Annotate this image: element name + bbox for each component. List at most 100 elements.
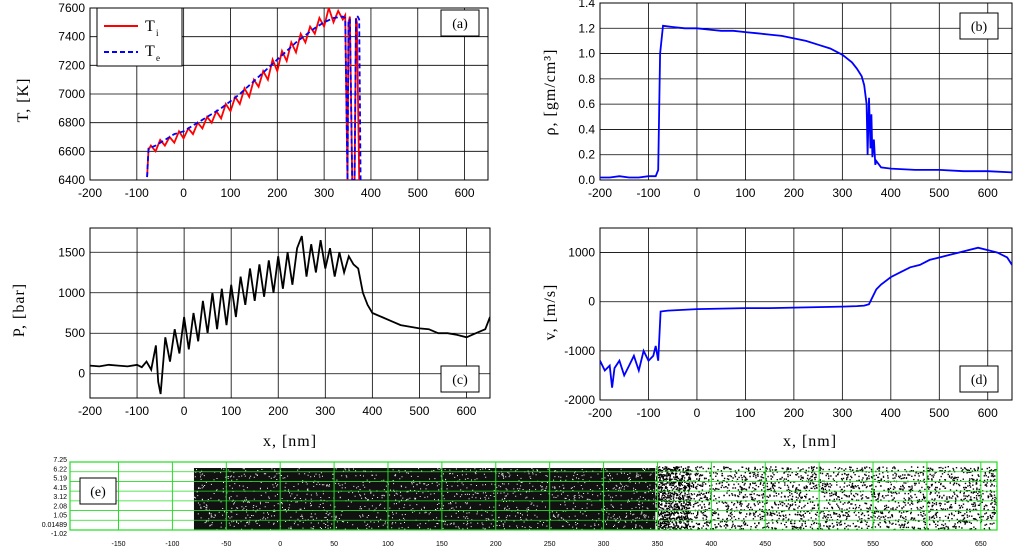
x-tick-label: 150 — [436, 541, 448, 548]
x-tick-label: 500 — [408, 186, 428, 200]
x-tick-label: 0 — [180, 186, 187, 200]
x-tick-label: -100 — [165, 541, 179, 548]
x-tick-label: 400 — [881, 406, 901, 420]
x-tick-label: 600 — [455, 186, 475, 200]
panel-a-label: (a) — [452, 17, 468, 32]
panel-e: 7.25 6.22 5.19 4.15 3.12 2.08 1.05 0.01489 -1.02… — [42, 457, 998, 548]
y-tick-label: 1.0 — [578, 47, 595, 61]
legend-box — [96, 7, 183, 67]
x-tick-label: -100 — [636, 406, 660, 420]
y-tick-label: 4.15 — [53, 485, 67, 492]
x-tick-label: 400 — [361, 186, 381, 200]
x-tick-label: 200 — [784, 186, 804, 200]
x-tick-label: 300 — [832, 186, 852, 200]
x-tick-label: 300 — [314, 186, 334, 200]
panel-e-plot: 7.25 6.22 5.19 4.15 3.12 2.08 1.05 0.01489 -1.02… — [42, 457, 998, 548]
y-tick-label: 0.6 — [578, 97, 595, 111]
legend-te-main: T — [145, 43, 155, 60]
x-tick-label: 600 — [978, 186, 998, 200]
panel-d-ylabel: v, [m/s] — [542, 284, 559, 341]
x-tick-label: -150 — [111, 541, 125, 548]
y-tick-label: 1000 — [58, 286, 85, 300]
panel-c-plot: -200 -100 0 100 200 300 400 500 600 0 500 1000 1500 — [58, 227, 491, 418]
panel-d: v, [m/s] -200 -100 0 100 200 300 400 500 600-200… — [542, 227, 1013, 450]
y-tick-label: 0.0 — [578, 173, 595, 187]
panel-d-label: (d) — [971, 373, 988, 388]
x-tick-label: -100 — [636, 186, 660, 200]
y-tick-label: 1000 — [568, 246, 595, 260]
x-tick-label: 100 — [735, 406, 755, 420]
x-tick-label: 0 — [181, 404, 188, 418]
panel-b-label: (b) — [971, 20, 988, 35]
x-tick-label: 250 — [544, 541, 556, 548]
x-tick-label: -100 — [125, 186, 149, 200]
x-tick-label: 500 — [929, 406, 949, 420]
y-tick-label: 7400 — [58, 30, 85, 44]
x-tick-label: 550 — [867, 541, 879, 548]
x-tick-label: 400 — [706, 541, 718, 548]
y-tick-label: 6600 — [58, 144, 85, 158]
panel-c-ylabel: P, [bar] — [11, 283, 28, 337]
legend-te-sub: e — [156, 53, 160, 63]
x-tick-label: 0 — [278, 541, 282, 548]
y-tick-label: 7000 — [58, 87, 85, 101]
plot-frame — [599, 227, 1013, 401]
particle-field — [193, 466, 997, 530]
y-tick-label: 1.4 — [578, 0, 595, 10]
y-tick-label: 1.05 — [53, 513, 67, 520]
x-tick-label: 100 — [382, 541, 394, 548]
x-tick-label: 350 — [652, 541, 664, 548]
panel-d-plot: -200 -100 0 100 200 300 400 500 600-2000-1000010… — [564, 227, 1013, 420]
y-tick-label: 7200 — [58, 58, 85, 72]
x-tick-label: 600 — [978, 406, 998, 420]
x-tick-label: 200 — [268, 404, 288, 418]
x-tick-label: 500 — [929, 186, 949, 200]
y-tick-label: 0.2 — [578, 148, 595, 162]
x-tick-label: 500 — [409, 404, 429, 418]
x-tick-label: 600 — [456, 404, 476, 418]
panel-d-label-box — [959, 365, 999, 393]
y-tick-label: 2.08 — [53, 503, 67, 510]
x-tick-label: -50 — [221, 541, 231, 548]
y-tick-label: 0 — [588, 295, 595, 309]
x-tick-label: 200 — [490, 541, 502, 548]
x-tick-label: 500 — [813, 541, 825, 548]
panel-d-xlabel: x, [nm] — [783, 433, 837, 450]
panel-c-label: (c) — [452, 373, 468, 388]
y-tick-label: 500 — [65, 326, 85, 340]
x-tick-label: -100 — [125, 404, 149, 418]
y-tick-label: 5.19 — [53, 476, 67, 483]
series-line-pressure — [90, 235, 490, 395]
series-line-velocity — [600, 246, 1012, 388]
sparse-particle-region — [689, 466, 997, 530]
panel-a-legend: T i T e — [96, 7, 183, 67]
x-tick-label: -200 — [588, 186, 612, 200]
medium-particle-region — [655, 466, 692, 530]
panel-c-label-box — [440, 365, 480, 393]
panel-b-plot: -200 -100 0 100 200 300 400 500 600 0.0 0.2 0.4 0.6 0… — [578, 0, 1013, 200]
plot-frame — [69, 461, 998, 531]
y-tick-label: -2000 — [564, 393, 595, 407]
x-tick-label: 300 — [315, 404, 335, 418]
dense-particle-region — [193, 468, 656, 530]
x-tick-label: 400 — [362, 404, 382, 418]
plot-frame — [89, 227, 491, 399]
x-tick-label: 50 — [330, 541, 338, 548]
legend-ti-sub: i — [156, 28, 159, 38]
x-tick-label: 600 — [921, 541, 933, 548]
x-tick-label: 100 — [220, 186, 240, 200]
x-tick-label: 300 — [832, 406, 852, 420]
x-tick-label: 200 — [784, 406, 804, 420]
y-tick-label: 3.12 — [53, 494, 67, 501]
panel-c: P, [bar] -200 -100 0 100 200 300 400 500 600 0 500… — [11, 227, 491, 450]
panel-b-ylabel: ρ, [gm/cm³] — [542, 49, 559, 136]
series-line-density — [600, 24, 1012, 179]
x-tick-label: 400 — [881, 186, 901, 200]
panel-c-xlabel: x, [nm] — [263, 433, 317, 450]
y-tick-label: 7.25 — [53, 457, 67, 464]
y-tick-label: 0.4 — [578, 122, 595, 136]
panel-b-label-box — [959, 12, 999, 40]
y-tick-label: -1.02 — [51, 531, 67, 538]
panel-b: ρ, [gm/cm³] -200 -100 0 100 200 300 400 500 600 0… — [542, 0, 1013, 200]
y-tick-label: 0.01489 — [42, 522, 67, 529]
